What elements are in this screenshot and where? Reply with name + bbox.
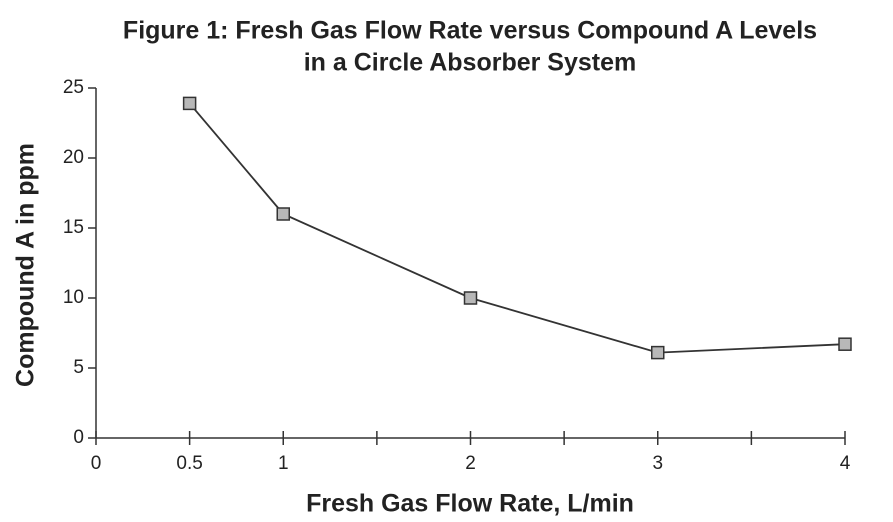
x-tick-label: 1 bbox=[278, 453, 289, 474]
y-axis-label: Compound A in ppm bbox=[12, 143, 40, 387]
y-tick-label: 5 bbox=[73, 357, 84, 378]
x-tick-label: 0 bbox=[91, 453, 102, 474]
y-tick-label: 15 bbox=[63, 217, 84, 238]
y-tick-label: 20 bbox=[63, 147, 84, 168]
x-tick-label: 4 bbox=[840, 453, 851, 474]
x-tick-label: 2 bbox=[465, 453, 476, 474]
y-tick-label: 10 bbox=[63, 287, 84, 308]
series-line bbox=[188, 102, 846, 354]
marker bbox=[651, 345, 665, 360]
x-axis-label: Fresh Gas Flow Rate, L/min bbox=[306, 490, 634, 518]
x-tick-label: 3 bbox=[652, 453, 663, 474]
y-tick-label: 0 bbox=[73, 427, 84, 448]
marker bbox=[463, 291, 478, 305]
chart-title: in a Circle Absorber System bbox=[304, 49, 637, 77]
marker bbox=[182, 96, 197, 111]
chart-title: Figure 1: Fresh Gas Flow Rate versus Com… bbox=[123, 17, 817, 45]
y-tick-label: 25 bbox=[63, 77, 84, 98]
x-tick-label: 0.5 bbox=[176, 453, 202, 474]
marker bbox=[276, 207, 290, 221]
marker bbox=[838, 337, 852, 351]
